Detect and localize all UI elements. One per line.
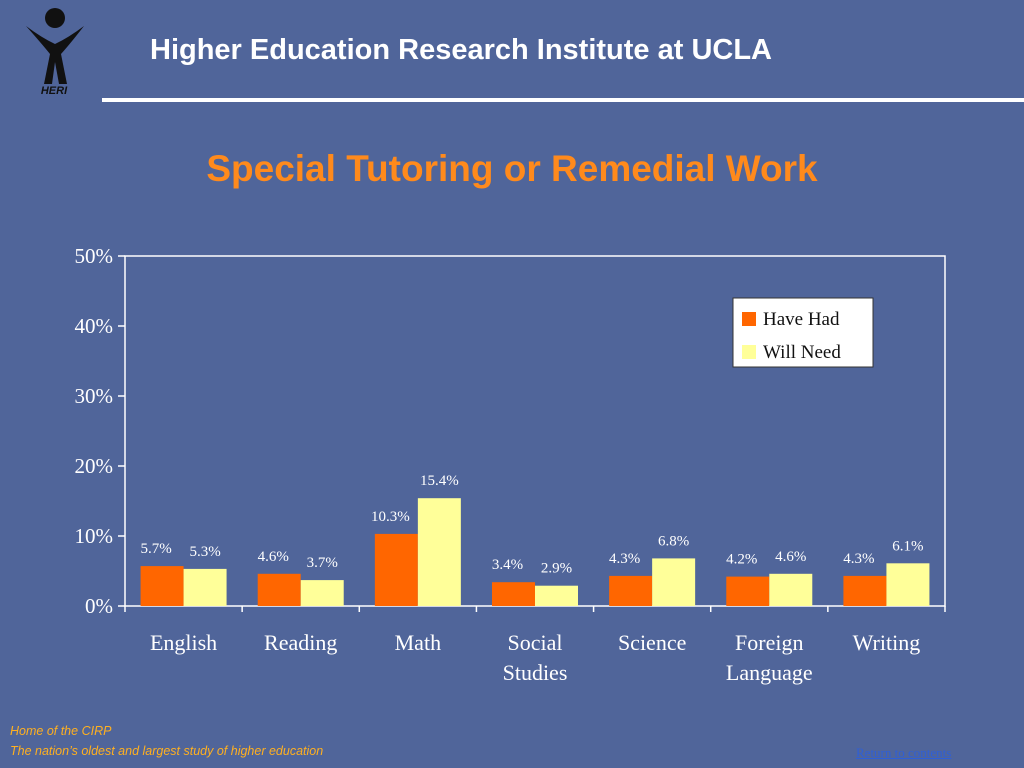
data-label: 4.6% bbox=[258, 549, 289, 565]
bar bbox=[374, 533, 418, 606]
return-to-contents-link[interactable]: Return to contents bbox=[856, 745, 952, 760]
data-label: 6.1% bbox=[892, 538, 923, 554]
header-divider bbox=[102, 98, 1024, 102]
x-tick-label: English bbox=[150, 630, 217, 655]
legend-label: Will Need bbox=[763, 342, 841, 363]
data-label: 2.9% bbox=[541, 561, 572, 577]
data-label: 4.2% bbox=[726, 552, 757, 568]
bar bbox=[183, 568, 227, 606]
bar bbox=[140, 566, 184, 606]
bar bbox=[417, 498, 461, 606]
bar bbox=[609, 575, 653, 606]
bar bbox=[300, 580, 344, 606]
x-tick-label: Writing bbox=[853, 630, 921, 655]
bar bbox=[535, 585, 578, 606]
data-label: 3.4% bbox=[492, 557, 523, 573]
y-tick-label: 30% bbox=[75, 384, 114, 408]
logo-text: HERI bbox=[41, 85, 68, 96]
legend-label: Have Had bbox=[763, 309, 840, 330]
bar-chart: 0% 10% 20% 30% 40% 50% 5.7% 5.3% 4.6% 3.7% 10.3% 1… bbox=[75, 244, 946, 685]
y-tick-label: 20% bbox=[75, 454, 114, 478]
legend-swatch bbox=[742, 312, 756, 326]
bar bbox=[726, 576, 770, 606]
data-label: 4.6% bbox=[775, 549, 806, 565]
x-tick-label: Studies bbox=[503, 660, 568, 685]
bar bbox=[257, 573, 301, 606]
slide-title: Special Tutoring or Remedial Work bbox=[206, 148, 818, 189]
y-tick-label: 0% bbox=[85, 594, 113, 618]
x-tick-label: Social bbox=[508, 630, 563, 655]
y-tick-label: 10% bbox=[75, 524, 114, 548]
footer-tagline: Home of the CIRP bbox=[10, 724, 112, 738]
data-label: 3.7% bbox=[307, 555, 338, 571]
legend-swatch bbox=[742, 345, 756, 359]
x-tick-label: Reading bbox=[264, 630, 337, 655]
bars: 5.7% 5.3% 4.6% 3.7% 10.3% 15.4% 3.4% 2.9% 4.3% 6.… bbox=[140, 473, 930, 606]
x-tick-label: Science bbox=[618, 630, 686, 655]
y-tick-label: 50% bbox=[75, 244, 114, 268]
bar bbox=[843, 575, 887, 606]
heri-logo: HERI bbox=[26, 8, 84, 96]
bar bbox=[769, 573, 813, 606]
x-axis: English Reading Math Social Studies Science Fo… bbox=[124, 606, 946, 685]
data-label: 10.3% bbox=[371, 509, 410, 525]
data-label: 6.8% bbox=[658, 533, 689, 549]
bar bbox=[492, 582, 535, 606]
data-label: 5.3% bbox=[189, 544, 220, 560]
y-tick-label: 40% bbox=[75, 314, 114, 338]
header-title: Higher Education Research Institute at U… bbox=[150, 34, 772, 66]
data-label: 4.3% bbox=[609, 551, 640, 567]
bar bbox=[886, 563, 930, 606]
x-tick-label: Language bbox=[726, 660, 813, 685]
x-tick-label: Foreign bbox=[735, 630, 803, 655]
data-label: 5.7% bbox=[140, 541, 171, 557]
x-tick-label: Math bbox=[395, 630, 441, 655]
bar bbox=[652, 558, 696, 606]
data-label: 4.3% bbox=[843, 551, 874, 567]
y-axis: 0% 10% 20% 30% 40% 50% bbox=[75, 244, 125, 618]
data-label: 15.4% bbox=[420, 473, 459, 489]
legend: Have Had Will Need bbox=[732, 297, 874, 368]
legend-box bbox=[732, 297, 874, 368]
footer-description: The nation’s oldest and largest study of… bbox=[10, 744, 324, 758]
